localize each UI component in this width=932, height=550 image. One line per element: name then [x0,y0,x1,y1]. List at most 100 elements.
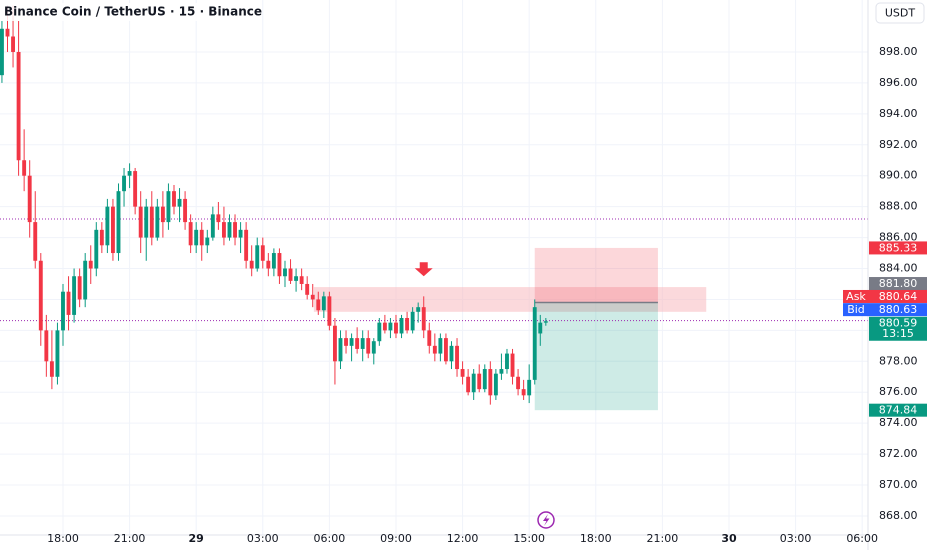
candle-body [177,198,182,207]
candle-body [277,253,282,277]
candle-body [283,268,287,277]
price-tag: Ask [846,290,866,303]
price-label-bg [869,316,927,341]
candle-body [88,260,93,269]
candle-body [438,338,443,354]
y-tick-label: 878.00 [879,354,918,367]
candle-body [382,322,387,331]
candle-body [410,311,415,331]
price-tag-bg [843,289,869,303]
candle-body [199,229,204,246]
candle-body [155,206,160,238]
candle-body [122,175,126,192]
candle-body [499,369,504,374]
candle-body [405,317,410,331]
price-tag: Bid [847,303,865,316]
candle-body [416,307,421,312]
position-reward [534,302,658,411]
candle-body [11,36,15,52]
y-tick-label: 890.00 [879,169,918,182]
candle-body [521,389,526,396]
candle-body [332,325,337,362]
candle-body [0,28,4,76]
candle-body [321,296,326,311]
x-tick-label: 06:00 [846,532,878,545]
candle-body [344,338,348,346]
x-tick-label: 18:00 [47,532,79,545]
candle-body [294,276,299,281]
candle-body [166,191,171,223]
candle-body [443,338,448,362]
price-label: 885.33 [879,241,918,254]
price-label-bg [869,241,927,255]
axes: 868.00 870.00 872.00 874.00 876.00 878.00 880.… [47,45,917,545]
candle-body [133,171,138,207]
candle-body [216,214,221,223]
price-label: 874.84 [879,404,918,417]
candle-body [477,373,482,390]
y-tick-label: 870.00 [879,478,918,491]
candle-body [116,191,121,254]
candle-body [27,175,32,223]
candle-body [327,296,332,326]
candle-body [538,322,543,334]
x-tick-label: 12:00 [447,532,479,545]
candle-body [260,245,265,261]
candle-body [338,338,343,362]
candle-body [160,206,165,223]
x-tick-label: 18:00 [580,532,612,545]
candle-body [388,322,393,331]
price-label: 880.63 [879,303,918,316]
candle-body [44,330,49,362]
countdown-label: 13:15 [882,327,914,340]
price-label: 880.64 [879,290,918,303]
y-tick-label: 896.00 [879,76,918,89]
x-tick-label: 30 [721,532,737,545]
y-tick-label: 888.00 [879,200,918,213]
candle-body [77,276,82,300]
candle-body [183,198,188,223]
symbol-title: Binance Coin / TetherUS · 15 · Binance [4,5,262,19]
candle-body [249,260,254,269]
candle-body [127,171,132,176]
candle-body [466,376,471,393]
candle-body [49,361,54,377]
arrow-marker [414,262,433,277]
candle-body [299,276,304,284]
candle-body [510,353,515,377]
y-tick-label: 868.00 [879,509,918,522]
price-label: 881.80 [879,277,918,290]
candle-body [366,338,371,354]
candle-body [377,322,382,342]
price-tag-bg [843,303,869,317]
x-tick-label: 21:00 [114,532,146,545]
candle-body [144,206,149,238]
y-tick-label: 872.00 [879,447,918,460]
candle-body [72,276,77,315]
candle-body [394,322,398,334]
candle-body [99,229,104,246]
candle-body [66,291,71,315]
candle-body [210,214,215,238]
replay-icon[interactable] [537,511,555,529]
currency-button[interactable] [875,2,925,24]
candle-body [288,268,293,281]
candle-body [516,376,521,390]
candle-body [5,28,10,37]
candle-body [316,299,321,311]
candle-body [205,237,210,246]
x-tick-label: 06:00 [314,532,346,545]
y-tick-label: 898.00 [879,45,918,58]
candle-body [188,222,193,246]
candle-body [255,245,260,269]
candle-body [460,369,465,377]
candle-body [244,229,249,261]
currency-label[interactable]: USDT [885,7,916,20]
candle-body [421,307,426,331]
candle-body [349,338,354,346]
position-risk [534,247,658,303]
candle-body [266,260,271,269]
